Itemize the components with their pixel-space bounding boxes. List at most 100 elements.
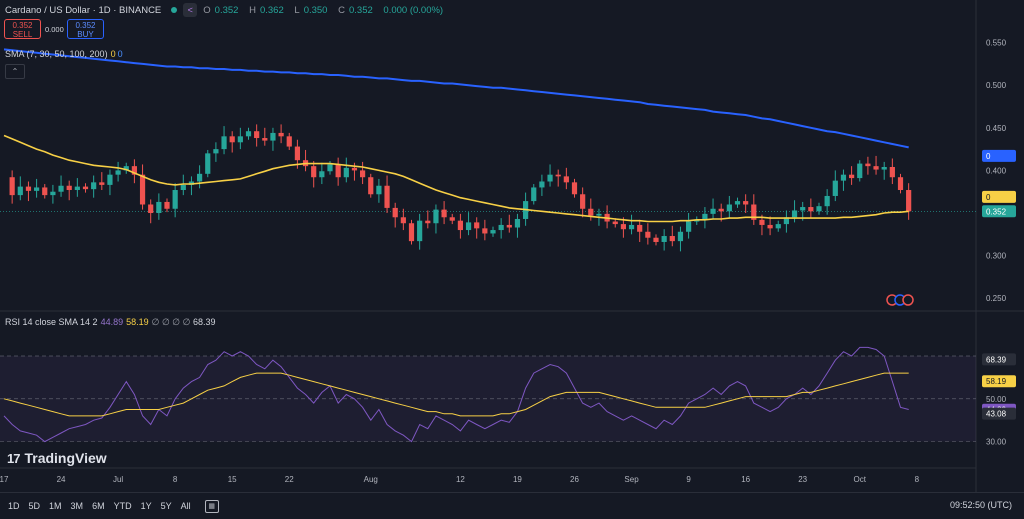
date-label: 15 xyxy=(228,475,237,484)
candle-body xyxy=(474,222,480,229)
candle-body xyxy=(91,182,97,190)
rsi-badge: 43.08 xyxy=(986,410,1007,419)
candle-body xyxy=(751,204,757,220)
candle-body xyxy=(555,174,561,177)
buy-button[interactable]: 0.352 BUY xyxy=(67,19,104,39)
candle-body xyxy=(221,136,227,150)
candle-body xyxy=(66,185,72,191)
timeframe-3m[interactable]: 3M xyxy=(70,501,84,511)
candle-body xyxy=(107,174,113,185)
price-tick-label: 0.550 xyxy=(986,39,1007,48)
date-label: 16 xyxy=(741,475,750,484)
tradingview-logo-icon: 17 xyxy=(7,450,21,466)
candle-body xyxy=(718,208,724,212)
timeframe-6m[interactable]: 6M xyxy=(92,501,105,511)
candle-body xyxy=(783,217,789,225)
candle-body xyxy=(50,191,56,196)
candle-body xyxy=(816,206,822,212)
date-label: 8 xyxy=(915,475,920,484)
collapse-legend-icon[interactable]: ⌃ xyxy=(5,64,25,79)
timeframe-1y[interactable]: 1Y xyxy=(140,501,152,511)
timeframe-5y[interactable]: 5Y xyxy=(160,501,172,511)
date-label: Jul xyxy=(113,475,123,484)
date-label: 26 xyxy=(570,475,579,484)
spread-value: 0.000 xyxy=(45,24,64,34)
rsi-legend[interactable]: RSI 14 close SMA 14 2 44.89 58.19 ∅ ∅ ∅ ∅ 6… xyxy=(5,317,216,327)
candle-body xyxy=(637,224,643,232)
timeframe-1m[interactable]: 1M xyxy=(49,501,62,511)
sma-legend[interactable]: SMA (7, 30, 50, 100, 200) 0 0 xyxy=(5,49,123,59)
candle-body xyxy=(514,218,521,228)
rsi-tick-label: 50.00 xyxy=(986,395,1007,404)
candle-body xyxy=(490,230,496,234)
timeframe-5d[interactable]: 5D xyxy=(28,501,41,511)
calendar-icon[interactable]: ▦ xyxy=(204,499,219,513)
candle-body xyxy=(694,219,700,222)
candle-body xyxy=(482,228,488,234)
candle-body xyxy=(881,167,887,170)
tradingview-logo: 17 TradingView xyxy=(7,450,107,466)
timeframe-ytd[interactable]: YTD xyxy=(113,501,132,511)
rsi-sma-line xyxy=(3,372,909,417)
candle-body xyxy=(547,174,553,182)
rsi-badge-bg xyxy=(982,407,1016,420)
price-tick-label: 0.500 xyxy=(986,81,1007,90)
price-tick-label: 0.400 xyxy=(986,166,1007,175)
symbol-header: Cardano / US Dollar · 1D · BINANCE < O 0.… xyxy=(5,3,447,17)
date-label: 22 xyxy=(285,475,294,484)
utc-clock[interactable]: 09:52:50 (UTC) xyxy=(949,500,1012,510)
candle-body xyxy=(449,217,455,221)
price-badge-bg xyxy=(982,149,1016,162)
symbol-title[interactable]: Cardano / US Dollar · 1D · BINANCE xyxy=(5,4,162,16)
candle-body xyxy=(433,209,439,224)
candle-body xyxy=(596,213,602,216)
market-status-icon xyxy=(171,7,178,13)
price-badge: 0 xyxy=(986,193,991,202)
candle-body xyxy=(767,224,773,229)
event-flag-icon xyxy=(902,294,914,306)
candle-body xyxy=(734,201,741,205)
candle-body xyxy=(270,132,276,141)
rsi-badge: 58.19 xyxy=(986,377,1007,386)
candle-body xyxy=(74,186,80,191)
sell-button[interactable]: 0.352 SELL xyxy=(4,19,41,39)
candle-body xyxy=(425,220,431,224)
candle-body xyxy=(571,182,578,195)
candle-body xyxy=(873,166,879,170)
candle-body xyxy=(229,136,235,143)
candle-body xyxy=(563,176,569,183)
candle-body xyxy=(457,220,463,231)
candle-body xyxy=(832,180,838,196)
rsi-line xyxy=(3,346,909,443)
candle-body xyxy=(465,222,472,231)
candle-body xyxy=(115,170,121,175)
candle-body xyxy=(726,204,732,212)
timeframe-1d[interactable]: 1D xyxy=(8,501,20,511)
rsi-badge-bg xyxy=(982,353,1016,366)
candle-body xyxy=(123,166,129,171)
candle-body xyxy=(417,220,423,242)
candle-body xyxy=(213,149,219,154)
candle-body xyxy=(628,224,635,230)
candle-body xyxy=(498,224,504,231)
price-tick-label: 0.250 xyxy=(986,294,1007,303)
candle-body xyxy=(441,209,447,218)
candle-body xyxy=(759,219,765,225)
candle-body xyxy=(588,208,594,216)
candle-body xyxy=(139,174,146,205)
candle-body xyxy=(686,221,692,232)
candle-body xyxy=(368,177,374,195)
candle-body xyxy=(17,186,23,196)
candle-body xyxy=(164,201,170,209)
candle-body xyxy=(205,153,211,174)
candle-body xyxy=(661,236,667,242)
candle-body xyxy=(645,231,651,238)
candle-body xyxy=(612,221,618,225)
timeframe-all[interactable]: All xyxy=(180,501,191,511)
price-badge: 0.352 xyxy=(986,207,1007,216)
candle-body xyxy=(254,131,260,139)
candle-body xyxy=(669,236,675,242)
share-icon[interactable]: < xyxy=(183,3,198,17)
candle-body xyxy=(25,186,32,191)
